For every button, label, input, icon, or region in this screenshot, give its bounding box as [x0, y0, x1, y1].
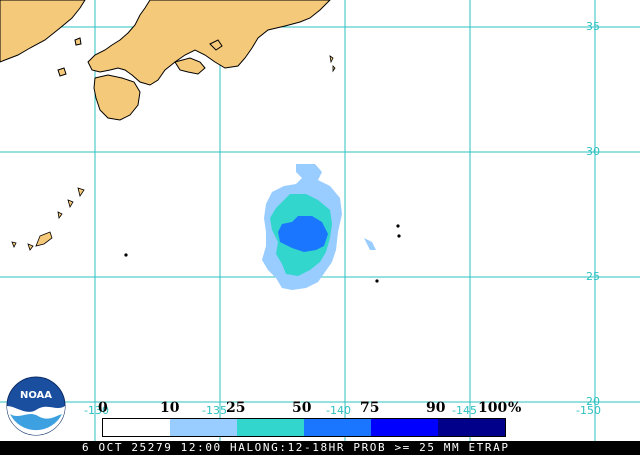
noaa-logo: NOAA [6, 376, 66, 436]
legend-threshold-75: 75 [360, 400, 380, 416]
legend-swatch-25-50 [237, 419, 304, 436]
lon-label-145: -145 [452, 404, 477, 417]
legend-threshold-90: 90 [426, 400, 446, 416]
lat-label-35: 35 [586, 20, 600, 33]
lat-label-20: 20 [586, 395, 600, 408]
probability-swath [262, 164, 376, 290]
legend-swatch-10-25 [170, 419, 237, 436]
legend-swatch-0-10 [103, 419, 170, 436]
legend-threshold-0: 0 [98, 400, 108, 416]
probability-legend: 0 10 25 50 75 90 100 % [96, 400, 526, 440]
lon-label-135: -135 [202, 404, 227, 417]
lon-label-140: -140 [326, 404, 351, 417]
legend-threshold-25: 25 [226, 400, 246, 416]
noaa-logo-text: NOAA [20, 390, 52, 401]
lat-label-25: 25 [586, 270, 600, 283]
legend-swatch-50-75 [304, 419, 371, 436]
legend-threshold-50: 50 [292, 400, 312, 416]
legend-threshold-10: 10 [160, 400, 180, 416]
legend-swatch-90-100 [438, 419, 505, 436]
prob-50-75-area [278, 216, 328, 252]
footer-bar: 6 OCT 25279 12:00 HALONG:12-18HR PROB >=… [0, 441, 640, 455]
small-islands [11, 55, 401, 283]
japan-land [0, 0, 331, 121]
legend-unit: % [508, 400, 522, 416]
lat-label-30: 30 [586, 145, 600, 158]
lon-label-150: -150 [576, 404, 601, 417]
lon-label-130: -130 [84, 404, 109, 417]
footer-caption: 6 OCT 25279 12:00 HALONG:12-18HR PROB >=… [82, 441, 510, 454]
legend-swatch-75-90 [371, 419, 438, 436]
legend-threshold-100: 100 [478, 400, 508, 416]
legend-color-bar [102, 418, 506, 437]
